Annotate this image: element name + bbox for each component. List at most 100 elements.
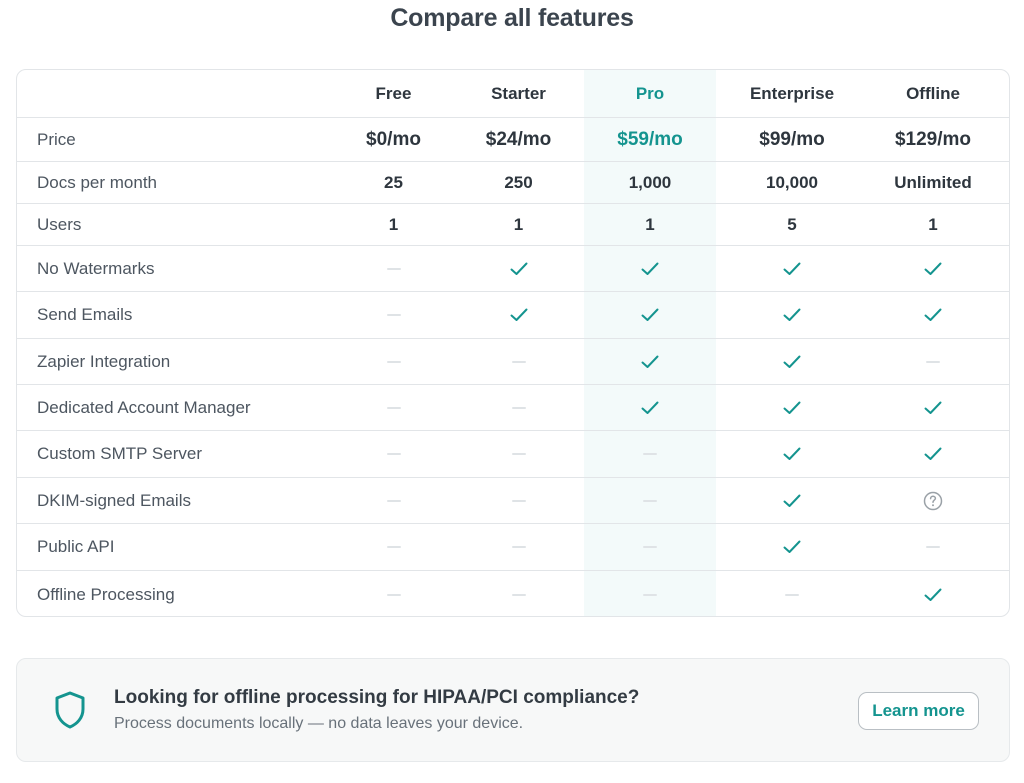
dash-icon: [511, 593, 526, 596]
banner-subtitle: Process documents locally — no data leav…: [114, 715, 524, 732]
included-cell-pro: [571, 355, 729, 369]
price-enterprise: $99/mo: [759, 128, 825, 150]
check-icon: [783, 262, 801, 276]
included-cell-enterprise: [729, 308, 855, 322]
check-icon: [924, 588, 942, 602]
table-row: Docs per month 25 250 1,000 10,000 Unlimited: [17, 161, 1009, 203]
dash-icon: [926, 546, 940, 548]
price-pro: $59/mo: [617, 128, 683, 150]
check-icon: [924, 308, 942, 322]
row-label: No Watermarks: [37, 258, 155, 278]
dash-icon: [511, 406, 526, 409]
included-cell-offline: [855, 447, 1009, 461]
dash-icon: [386, 499, 401, 502]
not-included-cell-starter: [466, 499, 571, 502]
check-icon: [924, 447, 942, 461]
included-cell-pro: [571, 401, 729, 415]
value-offline: 1: [928, 214, 938, 234]
dash-icon: [386, 406, 401, 409]
dash-icon: [511, 453, 526, 455]
shield-icon: [53, 690, 87, 735]
check-icon: [783, 355, 801, 369]
row-label: Public API: [37, 537, 115, 556]
check-icon: [641, 355, 659, 369]
not-included-cell-offline: [855, 546, 1009, 548]
question-circle-icon[interactable]: [923, 491, 943, 511]
page-title: Compare all features: [390, 4, 634, 32]
row-label: Dedicated Account Manager: [37, 397, 251, 417]
check-icon: [783, 494, 801, 508]
not-included-cell-offline: [855, 360, 1009, 363]
unknown-cell-offline: [855, 491, 1009, 511]
included-cell-enterprise: [729, 494, 855, 508]
not-included-cell-free: [321, 453, 466, 455]
plan-header-enterprise: Enterprise: [749, 83, 835, 103]
table-row: Offline Processing: [17, 570, 1009, 616]
row-label: DKIM-signed Emails: [37, 490, 191, 510]
dash-icon: [386, 453, 401, 455]
table-row: Public API: [17, 523, 1009, 570]
dash-icon: [643, 546, 657, 548]
row-label: Custom SMTP Server: [37, 444, 203, 463]
check-icon: [924, 262, 942, 276]
table-row: No Watermarks: [17, 245, 1009, 291]
table-row: Custom SMTP Server: [17, 430, 1009, 477]
included-cell-offline: [855, 588, 1009, 602]
dash-icon: [926, 360, 940, 363]
value-pro: 1,000: [628, 172, 672, 192]
not-included-cell-starter: [466, 360, 571, 363]
value-free: 1: [388, 214, 399, 234]
check-icon: [510, 308, 528, 322]
price-free: $0/mo: [366, 128, 421, 150]
value-pro: 1: [645, 214, 655, 234]
price-starter: $24/mo: [485, 128, 552, 150]
not-included-cell-free: [321, 267, 466, 270]
learn-more-button[interactable]: Learn more: [858, 692, 979, 730]
not-included-cell-starter: [466, 406, 571, 409]
not-included-cell-free: [321, 593, 466, 596]
dash-icon: [386, 360, 401, 363]
row-label: Users: [37, 214, 82, 234]
included-cell-offline: [855, 262, 1009, 276]
not-included-cell-free: [321, 499, 466, 502]
not-included-cell-starter: [466, 593, 571, 596]
dash-icon: [785, 593, 799, 596]
plan-header-starter: Starter: [491, 83, 546, 103]
included-cell-starter: [466, 262, 571, 276]
not-included-cell-enterprise: [729, 593, 855, 596]
dash-icon: [511, 499, 526, 502]
included-cell-enterprise: [729, 540, 855, 554]
table-header-row: Free Starter Pro Enterprise Offline: [17, 70, 1009, 117]
value-free: 25: [384, 172, 403, 192]
dash-icon: [386, 546, 401, 548]
included-cell-starter: [466, 308, 571, 322]
check-icon: [783, 447, 801, 461]
plan-header-pro: Pro: [635, 83, 665, 103]
not-included-cell-pro: [571, 546, 729, 548]
feature-comparison-table: Free Starter Pro Enterprise Offline Pric…: [16, 69, 1010, 617]
check-icon: [924, 401, 942, 415]
dash-icon: [511, 546, 526, 548]
not-included-cell-free: [321, 314, 466, 316]
not-included-cell-pro: [571, 499, 729, 502]
table-row: Send Emails: [17, 291, 1009, 338]
check-icon: [783, 401, 801, 415]
row-label: Docs per month: [37, 172, 157, 192]
check-icon: [510, 262, 528, 276]
table-row: Users 1 1 1 5 1: [17, 203, 1009, 245]
value-starter: 1: [513, 214, 524, 234]
row-label: Send Emails: [37, 305, 133, 324]
check-icon: [641, 262, 659, 276]
dash-icon: [386, 267, 401, 270]
row-label: Offline Processing: [37, 584, 175, 604]
dash-icon: [386, 593, 401, 596]
dash-icon: [511, 360, 526, 363]
row-label: Price: [37, 129, 76, 149]
check-icon: [641, 308, 659, 322]
included-cell-enterprise: [729, 355, 855, 369]
banner-title: Looking for offline processing for HIPAA…: [114, 687, 640, 708]
table-row: Dedicated Account Manager: [17, 384, 1009, 430]
plan-header-free: Free: [375, 83, 412, 103]
offline-compliance-banner: Looking for offline processing for HIPAA…: [16, 658, 1010, 762]
price-offline: $129/mo: [894, 128, 972, 150]
